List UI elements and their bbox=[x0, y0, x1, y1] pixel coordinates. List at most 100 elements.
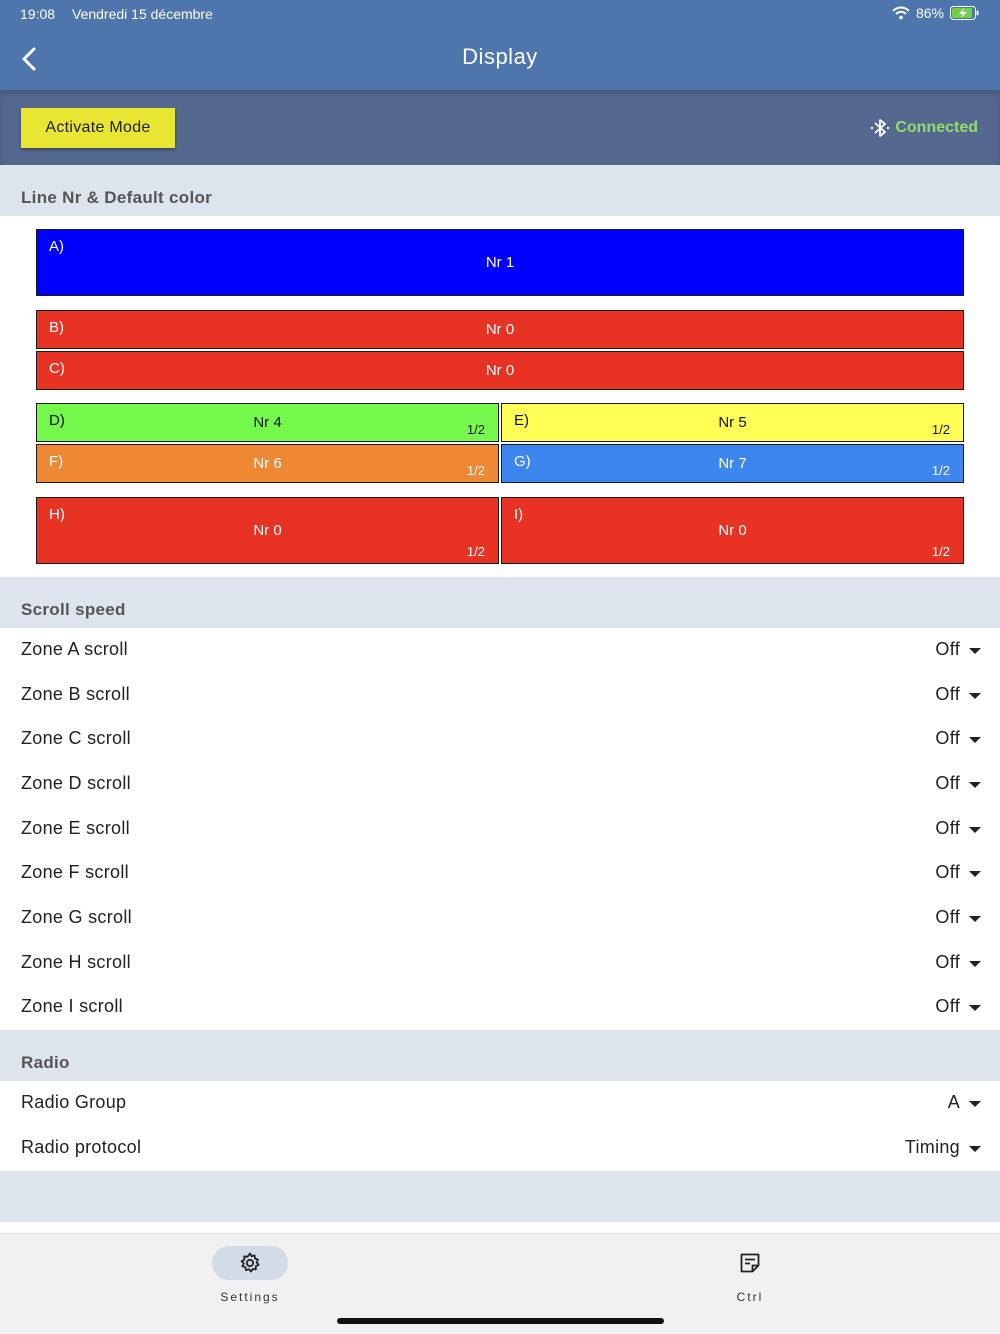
zone-c[interactable]: C) Nr 0 bbox=[36, 351, 964, 390]
nav-label: Ctrl bbox=[736, 1290, 764, 1304]
zone-i[interactable]: I) Nr 0 1/2 bbox=[501, 497, 964, 564]
section-header-radio: Radio bbox=[0, 1030, 1000, 1081]
caret-down-icon[interactable] bbox=[969, 871, 981, 877]
zone-label: H) bbox=[49, 506, 65, 523]
row-value[interactable]: Off bbox=[935, 639, 960, 659]
wifi-icon bbox=[892, 6, 910, 20]
nav-ctrl[interactable]: Ctrl bbox=[690, 1246, 810, 1304]
zone-label: D) bbox=[49, 412, 65, 429]
zone-label: E) bbox=[514, 412, 529, 429]
section-header-scroll: Scroll speed bbox=[0, 577, 1000, 628]
home-indicator[interactable] bbox=[337, 1318, 664, 1324]
row-value[interactable]: Timing bbox=[904, 1137, 960, 1157]
caret-down-icon[interactable] bbox=[969, 827, 981, 833]
battery-percent: 86% bbox=[915, 5, 944, 21]
section-title: Line Nr & Default color bbox=[21, 188, 213, 207]
battery-charging-icon bbox=[950, 6, 979, 20]
row-value[interactable]: Off bbox=[935, 728, 960, 748]
row-label: Zone C scroll bbox=[21, 728, 131, 748]
zone-label: B) bbox=[49, 319, 64, 336]
row-value[interactable]: A bbox=[947, 1092, 960, 1112]
zone-number: Nr 0 bbox=[485, 321, 515, 338]
zone-d[interactable]: D) Nr 4 1/2 bbox=[36, 403, 499, 442]
nav-pill[interactable] bbox=[212, 1246, 288, 1280]
zone-f[interactable]: F) Nr 6 1/2 bbox=[36, 444, 499, 483]
caret-down-icon[interactable] bbox=[969, 1005, 981, 1011]
section-title: Radio bbox=[21, 1053, 70, 1072]
zone-label: C) bbox=[49, 360, 65, 377]
nav-pill[interactable] bbox=[712, 1246, 788, 1280]
connection-status: Connected bbox=[869, 117, 978, 139]
empty-section-footer bbox=[0, 1171, 1000, 1222]
radio-group-row[interactable]: Radio Group A bbox=[0, 1081, 1000, 1126]
zone-i-scroll-row[interactable]: Zone I scroll Off bbox=[0, 985, 1000, 1030]
status-date: Vendredi 15 décembre bbox=[72, 6, 213, 22]
zone-half: 1/2 bbox=[466, 422, 485, 437]
zone-half: 1/2 bbox=[931, 544, 950, 559]
zone-label: G) bbox=[514, 453, 531, 470]
caret-down-icon[interactable] bbox=[969, 961, 981, 967]
row-value[interactable]: Off bbox=[935, 907, 960, 927]
zone-number: Nr 6 bbox=[253, 455, 282, 472]
row-label: Zone I scroll bbox=[21, 996, 123, 1016]
chevron-left-icon bbox=[22, 47, 36, 71]
app-header: 19:08 Vendredi 15 décembre 86% Display bbox=[0, 0, 1000, 90]
radio-protocol-row[interactable]: Radio protocol Timing bbox=[0, 1126, 1000, 1171]
caret-down-icon[interactable] bbox=[969, 737, 981, 743]
caret-down-icon[interactable] bbox=[969, 782, 981, 788]
zone-half: 1/2 bbox=[931, 463, 950, 478]
row-label: Zone F scroll bbox=[21, 862, 129, 882]
zone-f-scroll-row[interactable]: Zone F scroll Off bbox=[0, 851, 1000, 896]
zone-e[interactable]: E) Nr 5 1/2 bbox=[501, 403, 964, 442]
zone-c-scroll-row[interactable]: Zone C scroll Off bbox=[0, 717, 1000, 762]
row-label: Zone E scroll bbox=[21, 818, 130, 838]
zone-label: F) bbox=[49, 453, 64, 470]
row-value[interactable]: Off bbox=[935, 862, 960, 882]
zone-number: Nr 1 bbox=[485, 254, 515, 271]
zone-number: Nr 5 bbox=[718, 414, 747, 431]
zone-b[interactable]: B) Nr 0 bbox=[36, 310, 964, 349]
zone-e-scroll-row[interactable]: Zone E scroll Off bbox=[0, 807, 1000, 852]
connection-label: Connected bbox=[895, 119, 978, 136]
caret-down-icon[interactable] bbox=[969, 1101, 981, 1107]
zone-a-scroll-row[interactable]: Zone A scroll Off bbox=[0, 628, 1000, 673]
section-title: Scroll speed bbox=[21, 600, 126, 619]
back-button[interactable] bbox=[14, 44, 44, 74]
zone-d-scroll-row[interactable]: Zone D scroll Off bbox=[0, 762, 1000, 807]
activate-mode-button[interactable]: Activate Mode bbox=[21, 108, 175, 148]
status-indicators: 86% bbox=[892, 5, 980, 21]
zone-number: Nr 0 bbox=[253, 522, 282, 539]
zone-number: Nr 7 bbox=[718, 455, 747, 472]
zone-h[interactable]: H) Nr 0 1/2 bbox=[36, 497, 499, 564]
zone-half: 1/2 bbox=[466, 544, 485, 559]
zone-h-scroll-row[interactable]: Zone H scroll Off bbox=[0, 941, 1000, 986]
row-label: Zone G scroll bbox=[21, 907, 132, 927]
nav-settings[interactable]: Settings bbox=[190, 1246, 310, 1304]
row-label: Radio protocol bbox=[21, 1137, 142, 1157]
row-value[interactable]: Off bbox=[935, 818, 960, 838]
zone-half: 1/2 bbox=[466, 463, 485, 478]
zone-a[interactable]: A) Nr 1 bbox=[36, 229, 964, 296]
caret-down-icon[interactable] bbox=[969, 916, 981, 922]
zone-number: Nr 4 bbox=[253, 414, 282, 431]
row-value[interactable]: Off bbox=[935, 773, 960, 793]
zone-g-scroll-row[interactable]: Zone G scroll Off bbox=[0, 896, 1000, 941]
bluetooth-icon bbox=[871, 119, 890, 137]
zone-g[interactable]: G) Nr 7 1/2 bbox=[501, 444, 964, 483]
zone-b-scroll-row[interactable]: Zone B scroll Off bbox=[0, 673, 1000, 718]
row-label: Zone D scroll bbox=[21, 773, 131, 793]
mode-toolbar: Activate Mode Connected bbox=[0, 90, 1000, 165]
row-label: Radio Group bbox=[21, 1092, 127, 1112]
row-value[interactable]: Off bbox=[935, 684, 960, 704]
bottom-navigation: Settings Ctrl bbox=[0, 1233, 1000, 1334]
caret-down-icon[interactable] bbox=[969, 693, 981, 699]
page-title: Display bbox=[462, 44, 538, 69]
row-value[interactable]: Off bbox=[935, 996, 960, 1016]
caret-down-icon[interactable] bbox=[969, 648, 981, 654]
zone-label: I) bbox=[514, 506, 524, 523]
document-icon bbox=[740, 1253, 760, 1273]
gear-icon bbox=[240, 1252, 260, 1273]
row-value[interactable]: Off bbox=[935, 952, 960, 972]
caret-down-icon[interactable] bbox=[969, 1146, 981, 1152]
row-label: Zone A scroll bbox=[21, 639, 128, 659]
